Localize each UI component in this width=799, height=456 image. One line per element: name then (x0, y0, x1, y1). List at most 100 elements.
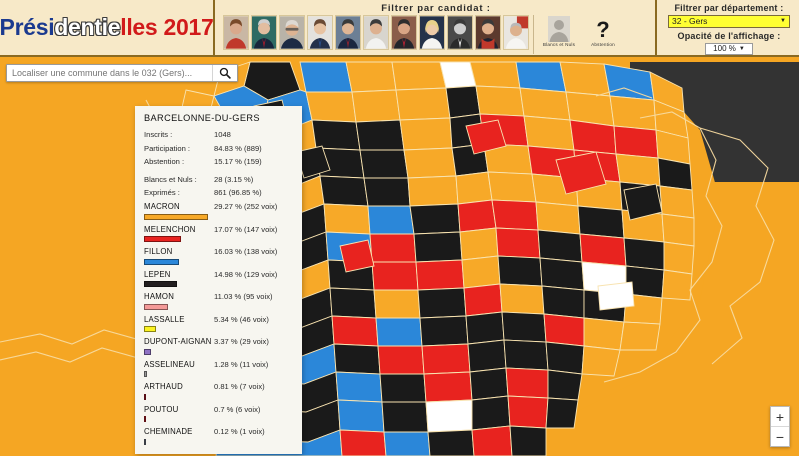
chevron-down-icon-opacity: ▼ (738, 45, 745, 52)
search-input[interactable] (7, 67, 212, 79)
zoom-in-button[interactable]: + (771, 407, 789, 427)
stat-key: Participation : (144, 143, 191, 153)
search-button[interactable] (212, 65, 237, 81)
candidate-result-score: 5.34 % (46 voix) (214, 314, 269, 324)
candidate-result-bar (144, 236, 182, 242)
commune-info-panel: BARCELONNE-DU-GERS Inscrits : 1048 Parti… (135, 106, 302, 454)
stat-value: 861 (96.85 %) (214, 188, 262, 197)
map-zoom-control: + − (770, 406, 790, 447)
stat-key: Inscrits : (144, 130, 173, 139)
candidate-result-bar (144, 371, 147, 377)
candidate-result-score: 3.37 % (29 voix) (214, 337, 269, 346)
candidate-result-row[interactable]: ASSELINEAU 1.28 % (11 voix) (144, 359, 293, 377)
candidate-result-score: 14.98 % (129 voix) (214, 269, 278, 279)
candidate-result-bar (144, 303, 169, 310)
candidate-result-bar (144, 281, 177, 287)
candidate-photo-poutou[interactable] (279, 15, 305, 50)
candidate-result-name: LASSALLE (144, 314, 185, 324)
commune-stats-primary: Inscrits : 1048 Participation : 84.83 % … (144, 130, 293, 166)
title-part-2: dentie (54, 14, 121, 40)
candidate-result-score: 11.03 % (95 voix) (214, 292, 273, 301)
candidate-result-name: ARTHAUD (144, 382, 183, 391)
candidate-result-name: ASSELINEAU (144, 359, 195, 369)
candidate-photo-lassalle[interactable] (503, 15, 529, 50)
commune-search-bar[interactable] (6, 64, 238, 82)
blancs-et-nuls-label: Blancs et Nuls (542, 42, 576, 47)
candidate-result-bar (144, 258, 180, 265)
top-header-bar: Présidentielles 2017 Filtrer par candida… (0, 0, 799, 57)
stat-row: Abstention : 15.17 % (159) (144, 157, 293, 166)
title-part-3: lles 2017 (120, 14, 214, 40)
candidate-result-bar (144, 213, 208, 220)
zoom-out-button[interactable]: − (775, 428, 785, 445)
candidate-photo-lepen[interactable] (419, 15, 445, 50)
stat-row: Participation : 84.83 % (889) (144, 144, 293, 153)
candidate-photo-dupont-aignan[interactable] (307, 15, 333, 50)
candidate-result-name: CHEMINADE (144, 427, 193, 436)
opacity-select[interactable]: 100 % ▼ (705, 42, 753, 55)
candidate-result-name: LEPEN (144, 269, 171, 279)
candidate-result-score: 17.07 % (147 voix) (214, 224, 278, 234)
candidate-result-line: ARTHAUD 0.81 % (7 voix) (144, 382, 293, 392)
candidate-photo-cheminade[interactable] (251, 15, 277, 50)
opacity-label: Opacité de l'affichage : (677, 30, 781, 41)
stat-value: 84.83 % (889) (214, 143, 262, 153)
candidate-result-line: HAMON 11.03 % (95 voix) (144, 292, 293, 302)
commune-name: BARCELONNE-DU-GERS (144, 113, 260, 123)
candidate-result-row[interactable]: MELENCHON 17.07 % (147 voix) (144, 224, 293, 242)
search-icon (219, 67, 231, 79)
department-select[interactable]: 32 - Gers ▼ (668, 15, 790, 28)
strip-divider (533, 15, 534, 54)
candidate-result-score: 29.27 % (252 voix) (214, 202, 278, 211)
candidate-result-row[interactable]: FILLON 16.03 % (138 voix) (144, 247, 293, 265)
abstention-label: Abstention (591, 42, 615, 47)
candidate-result-line: FILLON 16.03 % (138 voix) (144, 247, 293, 257)
candidate-result-bar (144, 326, 156, 332)
stat-row: Exprimés : 861 (96.85 %) (144, 188, 293, 197)
candidate-result-line: LEPEN 14.98 % (129 voix) (144, 270, 293, 280)
candidate-result-bar (144, 438, 146, 445)
candidate-result-row[interactable]: ARTHAUD 0.81 % (7 voix) (144, 382, 293, 400)
candidate-thumbnail-strip: Blancs et Nuls ? Abstention (217, 14, 655, 54)
candidate-photo-arthaud[interactable] (223, 15, 249, 50)
blancs-et-nuls-button[interactable]: Blancs et Nuls (538, 15, 580, 54)
candidate-result-score: 16.03 % (138 voix) (214, 247, 278, 256)
candidate-result-row[interactable]: HAMON 11.03 % (95 voix) (144, 292, 293, 310)
person-silhouette-icon (548, 15, 570, 42)
candidate-result-name: FILLON (144, 247, 173, 256)
candidate-result-row[interactable]: CHEMINADE 0.12 % (1 voix) (144, 427, 293, 445)
department-filter-panel: Filtrer par département : 32 - Gers ▼ Op… (659, 0, 799, 55)
candidate-results-list: MACRON 29.27 % (252 voix) MELENCHON 17.07 %… (144, 202, 293, 445)
candidate-result-bar (144, 416, 146, 422)
opacity-select-value: 100 % (713, 44, 736, 54)
candidate-photo-asselineau[interactable] (391, 15, 417, 50)
candidate-result-name: POUTOU (144, 404, 179, 414)
candidate-filter-panel: Filtrer par candidat : (217, 0, 657, 55)
stat-row: Blancs et Nuls : 28 (3.15 %) (144, 175, 293, 184)
candidate-result-name: MACRON (144, 202, 180, 211)
candidate-result-row[interactable]: MACRON 29.27 % (252 voix) (144, 202, 293, 220)
candidate-photo-fillon[interactable] (335, 15, 361, 50)
candidate-result-line: LASSALLE 5.34 % (46 voix) (144, 315, 293, 325)
stat-value: 15.17 % (159) (214, 157, 262, 166)
stat-value: 28 (3.15 %) (214, 174, 254, 184)
candidate-result-name: DUPONT-AIGNAN (144, 337, 212, 346)
candidate-photo-hamon[interactable] (363, 15, 389, 50)
candidate-result-bar (144, 393, 146, 400)
candidate-photo-macron[interactable] (447, 15, 473, 50)
candidate-result-row[interactable]: DUPONT-AIGNAN 3.37 % (29 voix) (144, 337, 293, 355)
candidate-photo-melenchon[interactable] (475, 15, 501, 50)
candidate-result-row[interactable]: POUTOU 0.7 % (6 voix) (144, 404, 293, 422)
candidate-result-row[interactable]: LEPEN 14.98 % (129 voix) (144, 270, 293, 287)
stat-key: Blancs et Nuls : (144, 174, 197, 184)
candidate-result-line: DUPONT-AIGNAN 3.37 % (29 voix) (144, 337, 293, 347)
candidate-result-row[interactable]: LASSALLE 5.34 % (46 voix) (144, 315, 293, 332)
department-filter-label: Filtrer par département : (674, 3, 784, 13)
abstention-button[interactable]: ? Abstention (582, 15, 624, 54)
brand-block: Présidentielles 2017 (0, 0, 215, 55)
candidate-result-line: CHEMINADE 0.12 % (1 voix) (144, 427, 293, 437)
svg-text:?: ? (596, 17, 609, 42)
candidate-result-score: 0.7 % (6 voix) (214, 404, 261, 414)
title-part-1: Prési (0, 14, 55, 40)
